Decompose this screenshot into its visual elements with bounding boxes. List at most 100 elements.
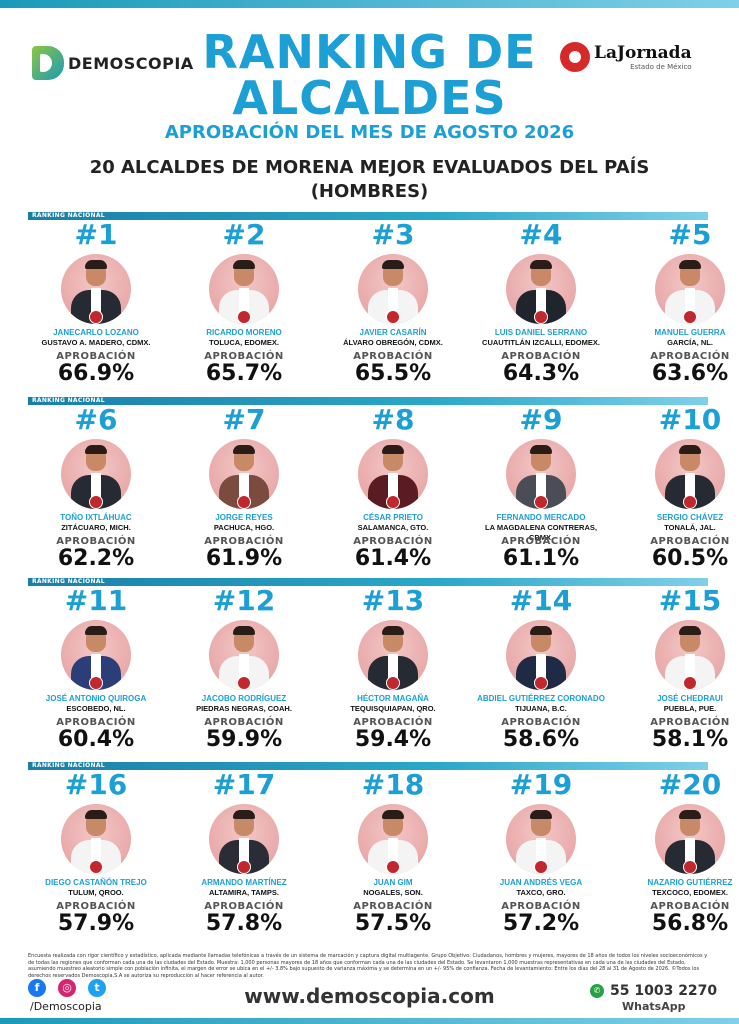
lajornada-logo: LaJornada Estado de México [560, 42, 692, 72]
approval-value: 57.2% [502, 911, 580, 936]
rank-number: #7 [222, 403, 266, 436]
approval-value: 62.2% [57, 546, 135, 571]
header: DEMOSCOPIA LaJornada Estado de México RA… [0, 10, 739, 210]
mayor-location: TONALÁ, JAL. [664, 523, 716, 532]
mayor-name: ABDIEL GUTIÉRREZ CORONADO [477, 694, 605, 703]
mayor-location: ESCOBEDO, NL. [66, 704, 126, 713]
demoscopia-d-icon [32, 46, 64, 80]
mayor-card: #11 JOSÉ ANTONIO QUIROGA ESCOBEDO, NL. APRO… [28, 586, 164, 760]
whatsapp-contact[interactable]: ✆ 55 1003 2270 [590, 983, 717, 999]
title-line-2: ALCALDES [232, 71, 507, 125]
party-badge-icon [534, 860, 548, 874]
party-badge-icon [237, 310, 251, 324]
mayor-photo [209, 620, 279, 690]
mayor-name: FERNANDO MERCADO [496, 513, 586, 522]
social-icons: f ◎ t [28, 979, 106, 997]
mayor-name: NAZARIO GUTIÉRREZ [647, 878, 733, 887]
mayor-location: TIJUANA, B.C. [515, 704, 567, 713]
approval-value: 65.5% [354, 361, 432, 386]
rank-number: #10 [658, 403, 722, 436]
heading-line-2: (HOMBRES) [310, 181, 429, 202]
approval-label: APROBACIÓN [56, 901, 136, 912]
approval-value: 58.6% [502, 727, 580, 752]
section-label: RANKING NACIONAL [32, 578, 105, 585]
rank-number: #6 [74, 403, 118, 436]
mayor-location: TULUM, QROO. [68, 888, 124, 897]
rank-number: #4 [519, 218, 563, 251]
approval-value: 66.9% [57, 361, 135, 386]
social-handle: /Demoscopia [30, 1000, 102, 1013]
ranking-section: RANKING NACIONAL #11 JOSÉ ANTONIO QUIROGA E… [28, 578, 729, 760]
mayor-card: #20 NAZARIO GUTIÉRREZ TEXCOCO, EDOMEX. APRO… [622, 770, 739, 944]
mayor-name: JAVIER CASARÍN [359, 328, 427, 337]
party-badge-icon [386, 676, 400, 690]
mayor-card: #15 JOSÉ CHEDRAUI PUEBLA, PUE. APROBACIÓN 58… [622, 586, 739, 760]
heading-line-1: 20 ALCALDES DE MORENA MEJOR EVALUADOS DE… [89, 157, 650, 178]
mayor-card: #12 JACOBO RODRÍGUEZ PIEDRAS NEGRAS, COAH.… [176, 586, 312, 760]
approval-label: APROBACIÓN [56, 536, 136, 547]
mayor-photo [506, 439, 576, 509]
party-badge-icon [237, 860, 251, 874]
mayor-location: NOGALES, SON. [363, 888, 423, 897]
mayor-photo [358, 439, 428, 509]
party-badge-icon [89, 676, 103, 690]
mayor-location: ÁLVARO OBREGÓN, CDMX. [343, 338, 443, 347]
mayor-photo [358, 620, 428, 690]
rank-number: #12 [212, 584, 276, 617]
mayor-location: TEXCOCO, EDOMEX. [652, 888, 728, 897]
heading: 20 ALCALDES DE MORENA MEJOR EVALUADOS DE… [0, 156, 739, 204]
twitter-icon[interactable]: t [88, 979, 106, 997]
mayor-card: #7 JORGE REYES PACHUCA, HGO. APROBACIÓN 61.9… [176, 405, 312, 579]
mayor-location: SALAMANCA, GTO. [357, 523, 429, 532]
mayor-photo [61, 254, 131, 324]
mayor-card: #13 HÉCTOR MAGAÑA TEQUISQUIAPAN, QRO. APROB… [325, 586, 461, 760]
website-link[interactable]: www.demoscopia.com [244, 984, 495, 1008]
party-badge-icon [89, 860, 103, 874]
mayor-name: JOSÉ ANTONIO QUIROGA [45, 694, 147, 703]
mayor-name: JORGE REYES [215, 513, 273, 522]
mayor-photo [61, 804, 131, 874]
rank-number: #3 [371, 218, 415, 251]
approval-label: APROBACIÓN [501, 901, 581, 912]
mayor-card: #19 JUAN ANDRÉS VEGA TAXCO, GRO. APROBACIÓN… [473, 770, 609, 944]
mayor-card: #18 JUAN GIM NOGALES, SON. APROBACIÓN 57.5% [325, 770, 461, 944]
lajornada-sun-icon [560, 42, 590, 72]
mayor-card: #2 RICARDO MORENO TOLUCA, EDOMEX. APROBACIÓ… [176, 220, 312, 394]
approval-label: APROBACIÓN [56, 717, 136, 728]
party-badge-icon [534, 495, 548, 509]
party-badge-icon [237, 495, 251, 509]
approval-value: 61.1% [502, 546, 580, 571]
mayor-location: CUAUTITLÁN IZCALLI, EDOMEX. [482, 338, 600, 347]
rank-number: #8 [371, 403, 415, 436]
mayor-card: #4 LUIS DANIEL SERRANO CUAUTITLÁN IZCALLI,… [473, 220, 609, 394]
rank-number: #19 [509, 768, 573, 801]
mayor-location: TAXCO, GRO. [516, 888, 566, 897]
mayor-name: TOÑO IXTLÁHUAC [60, 513, 132, 522]
approval-value: 58.1% [651, 727, 729, 752]
approval-label: APROBACIÓN [353, 717, 433, 728]
approval-value: 57.5% [354, 911, 432, 936]
facebook-icon[interactable]: f [28, 979, 46, 997]
section-label: RANKING NACIONAL [32, 762, 105, 769]
mayor-photo [506, 620, 576, 690]
party-badge-icon [386, 310, 400, 324]
mayor-card: #5 MANUEL GUERRA GARCÍA, NL. APROBACIÓN 63.6… [622, 220, 739, 394]
mayor-photo [506, 254, 576, 324]
top-accent-bar [0, 0, 739, 8]
party-badge-icon [237, 676, 251, 690]
mayor-location: GUSTAVO A. MADERO, CDMX. [41, 338, 151, 347]
approval-label: APROBACIÓN [353, 901, 433, 912]
approval-value: 61.9% [205, 546, 283, 571]
mayor-card: #6 TOÑO IXTLÁHUAC ZITÁCUARO, MICH. APROBACI… [28, 405, 164, 579]
rank-number: #1 [74, 218, 118, 251]
mayor-name: DIEGO CASTAÑÓN TREJO [45, 878, 147, 887]
mayor-card: #8 CÉSAR PRIETO SALAMANCA, GTO. APROBACIÓN 6… [325, 405, 461, 579]
approval-value: 57.8% [205, 911, 283, 936]
party-badge-icon [683, 676, 697, 690]
ranking-section: RANKING NACIONAL #1 JANECARLO LOZANO GUSTAV… [28, 212, 729, 394]
mayor-name: JACOBO RODRÍGUEZ [201, 694, 287, 703]
party-badge-icon [683, 860, 697, 874]
instagram-icon[interactable]: ◎ [58, 979, 76, 997]
mayor-location: TEQUISQUIAPAN, QRO. [350, 704, 436, 713]
approval-label: APROBACIÓN [650, 536, 730, 547]
